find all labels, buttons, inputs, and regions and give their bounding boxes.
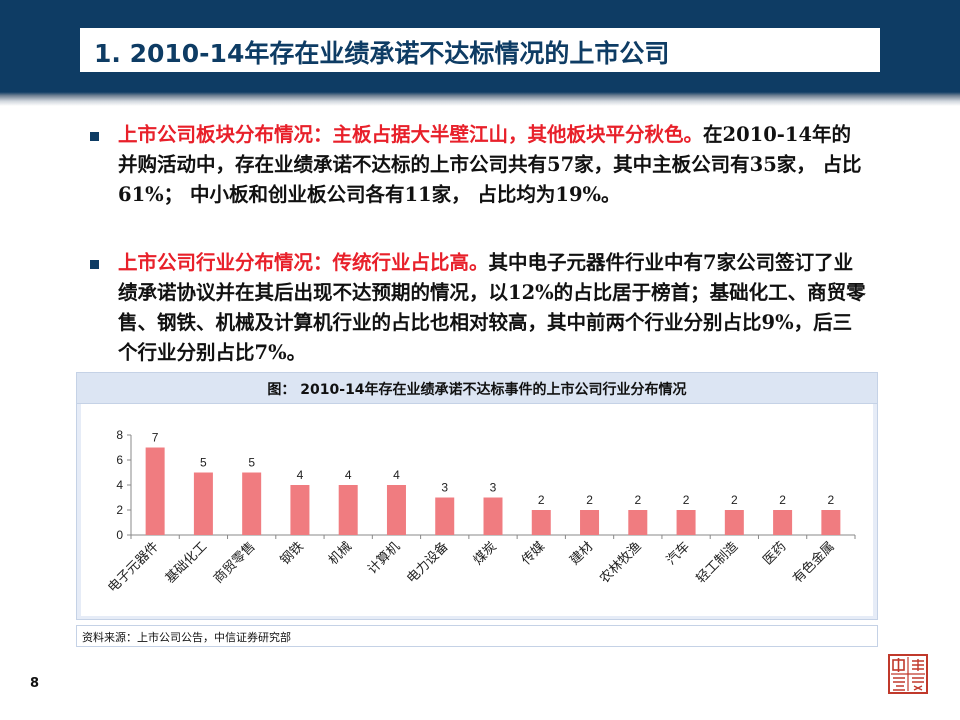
- slide-title: 1. 2010-14年存在业绩承诺不达标情况的上市公司: [94, 39, 670, 68]
- bar: [580, 510, 600, 535]
- data-label: 4: [297, 468, 304, 482]
- data-label: 2: [683, 493, 690, 507]
- category-label: 汽车: [663, 539, 693, 569]
- data-label: 7: [152, 431, 159, 445]
- category-label: 建材: [567, 539, 596, 568]
- category-label: 电力设备: [403, 539, 451, 587]
- bullet-text: 上市公司行业分布情况：传统行业占比高。其中电子元器件行业中有7家公司签订了业绩承…: [118, 248, 870, 368]
- title-box: 1. 2010-14年存在业绩承诺不达标情况的上市公司: [79, 27, 881, 73]
- bar: [773, 510, 793, 535]
- bullet-square-icon: [90, 132, 99, 141]
- data-label: 3: [441, 481, 448, 495]
- data-label: 3: [490, 481, 497, 495]
- bar: [242, 472, 262, 535]
- bullet-body: 其中电子元器件行业中有7家公司签订了业绩承诺协议并在其后出现不达预期的情况，以1…: [118, 251, 866, 364]
- bar: [145, 447, 165, 535]
- data-label: 5: [200, 456, 207, 470]
- bar: [724, 510, 744, 535]
- category-label: 电子元器件: [105, 539, 162, 596]
- data-label: 2: [828, 493, 835, 507]
- chart-panel: 图： 2010-14年存在业绩承诺不达标事件的上市公司行业分布情况 0 2 4 6 8 7…: [76, 372, 878, 620]
- y-tick-label: 0: [116, 528, 123, 542]
- y-tick-label: 2: [116, 503, 123, 517]
- bar: [338, 485, 358, 535]
- chart-title-bar: 图： 2010-14年存在业绩承诺不达标事件的上市公司行业分布情况: [77, 373, 877, 404]
- data-label: 2: [586, 493, 593, 507]
- bar: [290, 485, 310, 535]
- category-label: 商贸零售: [210, 539, 258, 587]
- source-text: 资料来源：上市公司公告，中信证券研究部: [82, 631, 291, 644]
- y-tick-label: 6: [116, 453, 123, 467]
- category-label: 农林牧渔: [597, 539, 644, 586]
- header-shadow: [0, 92, 960, 106]
- data-label: 4: [345, 468, 352, 482]
- category-label: 计算机: [365, 539, 403, 577]
- source-box: 资料来源：上市公司公告，中信证券研究部: [76, 625, 878, 647]
- bullet-highlight: 上市公司行业分布情况：传统行业占比高。: [118, 251, 489, 274]
- bar: [676, 510, 696, 535]
- category-label: 传媒: [519, 539, 548, 568]
- data-label: 5: [248, 456, 255, 470]
- data-label: 2: [731, 493, 738, 507]
- page-number: 8: [30, 676, 40, 691]
- bar: [821, 510, 841, 535]
- bullet-highlight: 上市公司板块分布情况：主板占据大半壁江山，其他板块平分秋色。: [118, 123, 704, 146]
- data-label: 2: [538, 493, 545, 507]
- y-tick-label: 8: [116, 428, 123, 442]
- bar: [193, 472, 213, 535]
- bar-chart: 0 2 4 6 8 7 电子元器件 5 基础化工 5 商贸零售 4 钢铁 4 机械 4 计算机 3 电力设备 3 煤炭 2…: [105, 428, 856, 596]
- bar: [531, 510, 551, 535]
- category-label: 基础化工: [163, 539, 210, 586]
- category-label: 有色金属: [790, 539, 838, 587]
- chart-title: 图： 2010-14年存在业绩承诺不达标事件的上市公司行业分布情况: [267, 382, 687, 398]
- bar: [386, 485, 406, 535]
- category-label: 煤炭: [471, 539, 500, 568]
- citic-securities-logo: [888, 654, 928, 694]
- data-label: 2: [634, 493, 641, 507]
- bar: [628, 510, 648, 535]
- bullet-square-icon: [90, 260, 99, 269]
- category-label: 钢铁: [278, 539, 307, 568]
- category-label: 机械: [326, 539, 355, 568]
- bar: [483, 497, 503, 535]
- category-label: 轻工制造: [694, 539, 741, 586]
- category-label: 医药: [760, 539, 789, 568]
- y-tick-label: 4: [116, 478, 123, 492]
- data-label: 4: [393, 468, 400, 482]
- bullet-text: 上市公司板块分布情况：主板占据大半壁江山，其他板块平分秋色。在2010-14年的…: [118, 120, 870, 210]
- data-label: 2: [779, 493, 786, 507]
- chart-area: 0 2 4 6 8 7 电子元器件 5 基础化工 5 商贸零售 4 钢铁 4 机械 4 计算机 3 电力设备 3 煤炭 2…: [81, 404, 873, 616]
- bar: [435, 497, 455, 535]
- bullet-body: 在2010-14年的并购活动中，存在业绩承诺不达标的上市公司共有57家，其中主板…: [118, 123, 862, 206]
